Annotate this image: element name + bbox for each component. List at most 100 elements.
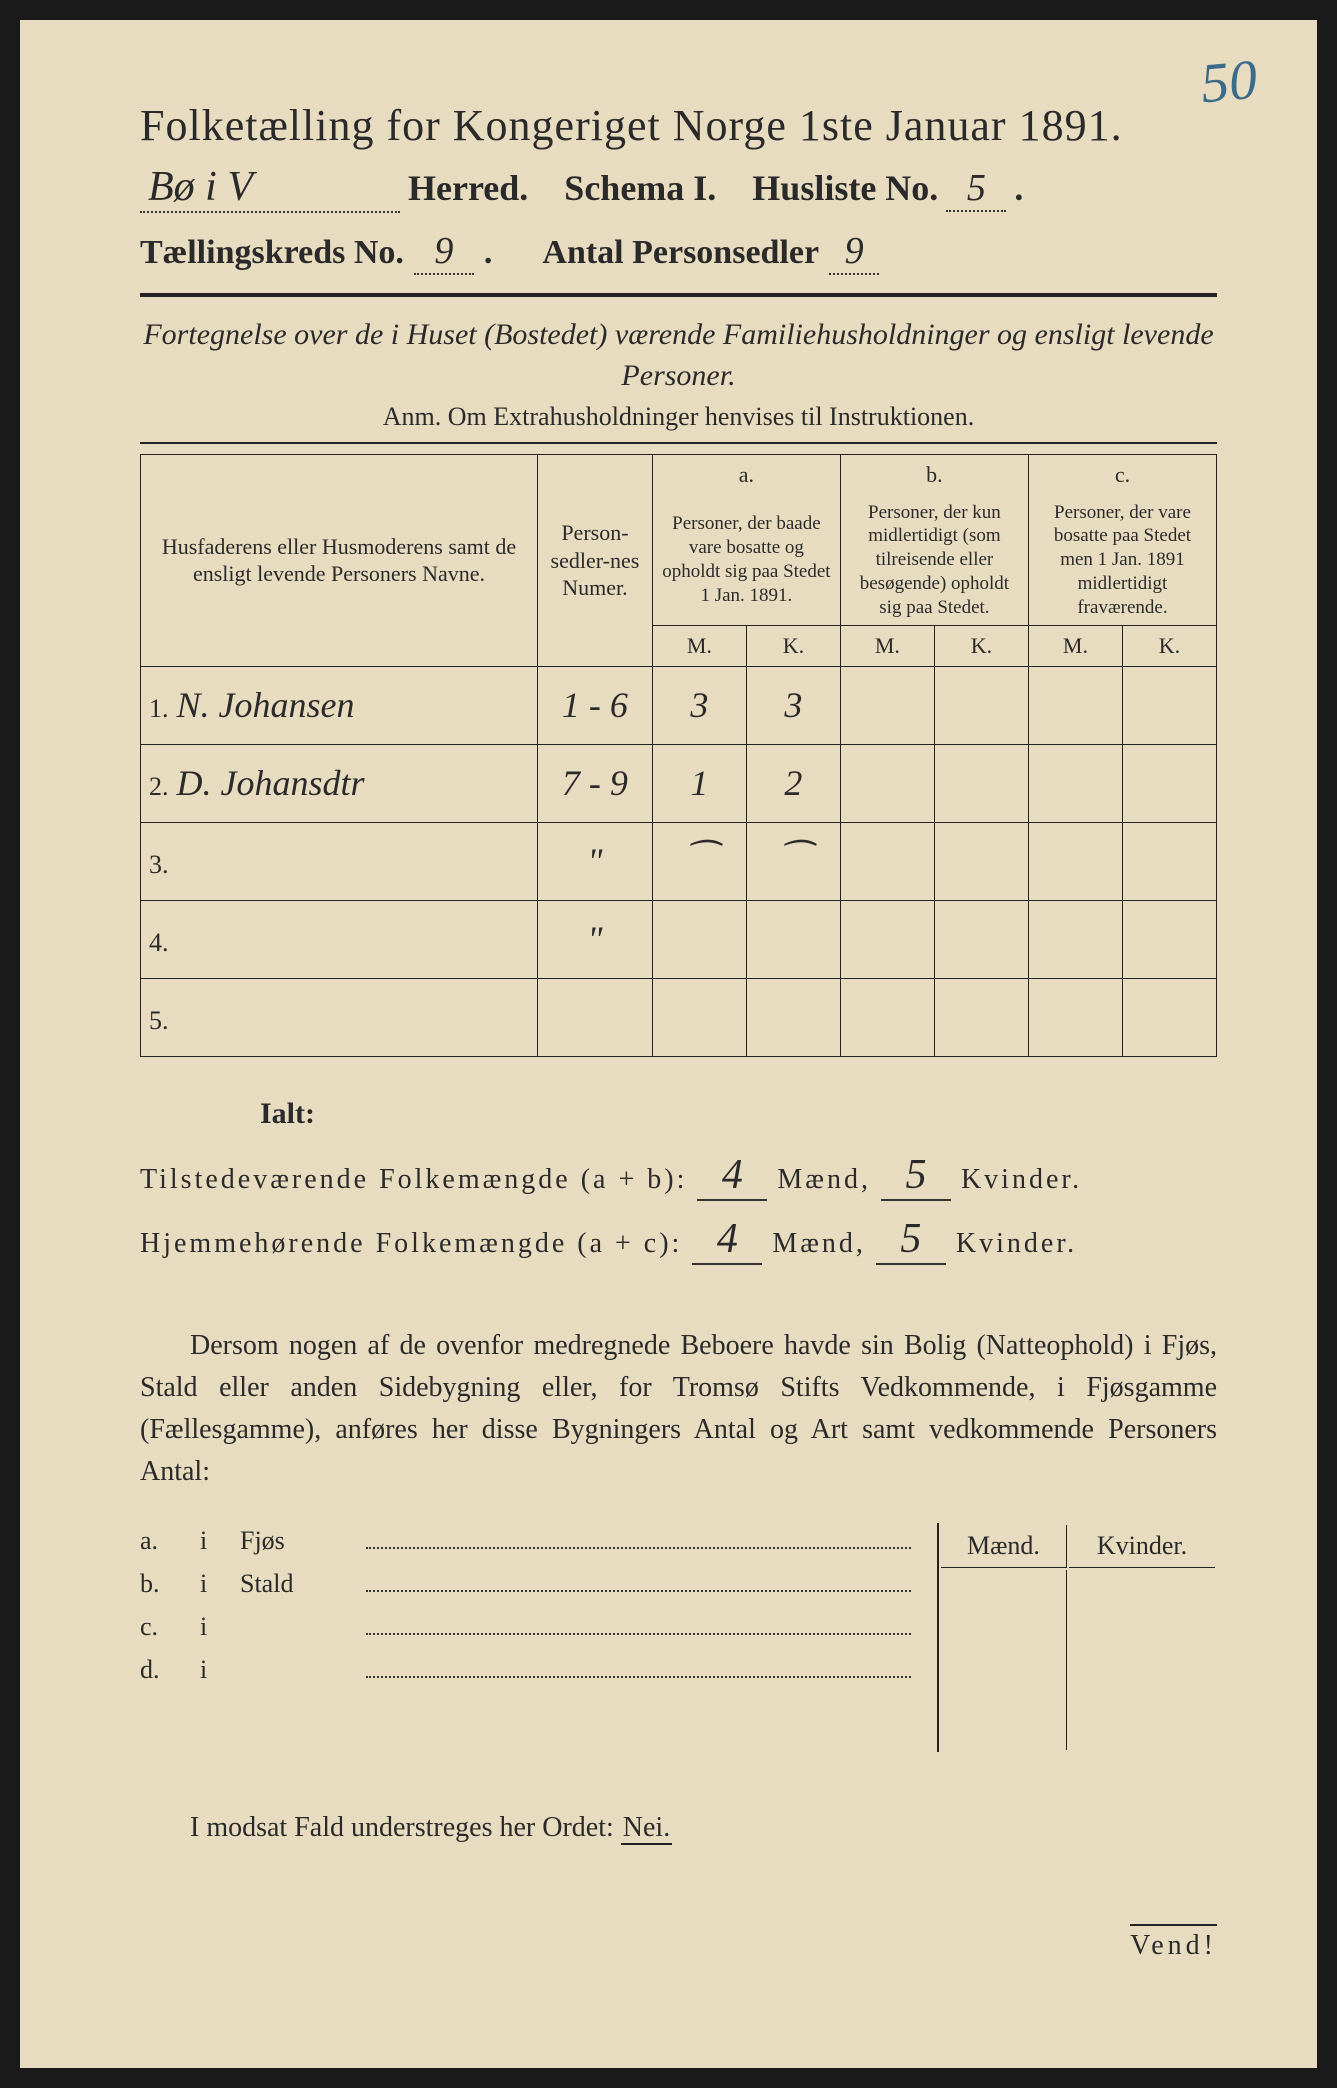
main-title: Folketælling for Kongeriget Norge 1ste J… [140, 100, 1217, 151]
name-cell: 5. [141, 978, 538, 1056]
col-c-desc: Personer, der vare bosatte paa Stedet me… [1028, 495, 1216, 626]
building-paragraph: Dersom nogen af de ovenfor medregnede Be… [140, 1325, 1217, 1493]
census-table: Husfaderens eller Husmoderens samt de en… [140, 454, 1217, 1057]
kvinder-label: Kvinder. [961, 1164, 1082, 1196]
col-a-desc: Personer, der baade vare bosatte og opho… [652, 495, 840, 626]
rule [140, 442, 1217, 444]
b-m-cell [840, 744, 934, 822]
b-m-cell [840, 978, 934, 1056]
c-m-cell [1028, 822, 1122, 900]
col-c-k: K. [1122, 626, 1216, 667]
vend-label: Vend! [1130, 1924, 1217, 1962]
nei-word: Nei. [621, 1812, 672, 1845]
c-m-cell [1028, 744, 1122, 822]
husliste-value: 5 [946, 166, 1006, 212]
c-k-cell [1122, 900, 1216, 978]
b-dots [366, 1523, 911, 1549]
col-b-desc: Personer, der kun midlertidigt (som tilr… [840, 495, 1028, 626]
name-cell: 2.D. Johansdtr [141, 744, 538, 822]
numer-cell: 1 - 6 [537, 666, 652, 744]
b-i: i [200, 1612, 240, 1642]
building-row: d.i [140, 1652, 917, 1685]
table-row: 4." [141, 900, 1217, 978]
antal-value: 9 [829, 229, 879, 275]
b-name: Fjøs [240, 1526, 360, 1556]
hjemme-label: Hjemmehørende Folkemængde (a + c): [140, 1228, 682, 1260]
c-k-cell [1122, 978, 1216, 1056]
tilstede-label: Tilstedeværende Folkemængde (a + b): [140, 1164, 687, 1196]
building-block: a.iFjøsb.iStaldc.id.i Mænd. Kvinder. [140, 1523, 1217, 1752]
b-kvinder-head: Kvinder. [1069, 1525, 1215, 1568]
b-k-cell [934, 978, 1028, 1056]
totals-block: Ialt: Tilstedeværende Folkemængde (a + b… [140, 1097, 1217, 1265]
a-k-cell [746, 900, 840, 978]
a-m-cell [652, 900, 746, 978]
kreds-value: 9 [414, 229, 474, 275]
c-m-cell [1028, 900, 1122, 978]
a-k-cell: 3 [746, 666, 840, 744]
a-m-cell: 3 [652, 666, 746, 744]
col-a-k: K. [746, 626, 840, 667]
c-k-cell [1122, 666, 1216, 744]
b-i: i [200, 1526, 240, 1556]
b-dots [366, 1652, 911, 1678]
col-header-name: Husfaderens eller Husmoderens samt de en… [141, 455, 538, 667]
a-k-cell: 2 [746, 744, 840, 822]
b-k-cell [934, 822, 1028, 900]
building-mk-table: Mænd. Kvinder. [937, 1523, 1217, 1752]
herred-value: Bø i V [140, 163, 400, 213]
name-cell: 1.N. Johansen [141, 666, 538, 744]
a-m-cell [652, 978, 746, 1056]
b-letter: b. [140, 1569, 200, 1599]
b-k-cell [934, 666, 1028, 744]
building-row: a.iFjøs [140, 1523, 917, 1556]
antal-label: Antal Personsedler [542, 234, 819, 272]
hjemme-m: 4 [692, 1215, 762, 1265]
b-letter: a. [140, 1526, 200, 1556]
c-k-cell [1122, 744, 1216, 822]
b-dots [366, 1566, 911, 1592]
building-row: b.iStald [140, 1566, 917, 1599]
a-m-cell: ⁀ [652, 822, 746, 900]
kvinder-label: Kvinder. [956, 1228, 1077, 1260]
annotation-note: Anm. Om Extrahusholdninger henvises til … [140, 402, 1217, 432]
rule [140, 293, 1217, 297]
col-c-label: c. [1028, 455, 1216, 495]
b-k-cell [934, 744, 1028, 822]
name-cell: 4. [141, 900, 538, 978]
header-line-3: Tællingskreds No. 9 . Antal Personsedler… [140, 229, 1217, 275]
col-b-m: M. [840, 626, 934, 667]
maend-label: Mænd, [777, 1164, 871, 1196]
maend-label: Mænd, [772, 1228, 866, 1260]
numer-cell [537, 978, 652, 1056]
b-letter: d. [140, 1655, 200, 1685]
census-page: 50 Folketælling for Kongeriget Norge 1st… [20, 20, 1317, 2068]
totals-line-2: Hjemmehørende Folkemængde (a + c): 4 Mæn… [140, 1215, 1217, 1265]
b-name: Stald [240, 1569, 360, 1599]
c-m-cell [1028, 666, 1122, 744]
building-row: c.i [140, 1609, 917, 1642]
col-header-numer: Person-sedler-nes Numer. [537, 455, 652, 667]
totals-line-1: Tilstedeværende Folkemængde (a + b): 4 M… [140, 1151, 1217, 1201]
col-a-label: a. [652, 455, 840, 495]
nei-prefix: I modsat Fald understreges her Ordet: [190, 1812, 614, 1843]
b-maend-head: Mænd. [941, 1525, 1067, 1568]
col-a-m: M. [652, 626, 746, 667]
corner-page-number: 50 [1198, 48, 1259, 117]
c-m-cell [1028, 978, 1122, 1056]
numer-cell: " [537, 822, 652, 900]
b-m-cell [840, 900, 934, 978]
schema-label: Schema I. [564, 167, 716, 209]
col-c-m: M. [1028, 626, 1122, 667]
numer-cell: " [537, 900, 652, 978]
nei-line: I modsat Fald understreges her Ordet: Ne… [140, 1812, 1217, 1844]
b-dots [366, 1609, 911, 1635]
herred-label: Herred. [408, 167, 528, 209]
a-k-cell [746, 978, 840, 1056]
kreds-label: Tællingskreds No. [140, 234, 404, 272]
header-line-2: Bø i V Herred. Schema I. Husliste No. 5 … [140, 163, 1217, 213]
name-cell: 3. [141, 822, 538, 900]
ialt-label: Ialt: [260, 1097, 1217, 1131]
subtitle: Fortegnelse over de i Huset (Bostedet) v… [140, 315, 1217, 396]
c-k-cell [1122, 822, 1216, 900]
